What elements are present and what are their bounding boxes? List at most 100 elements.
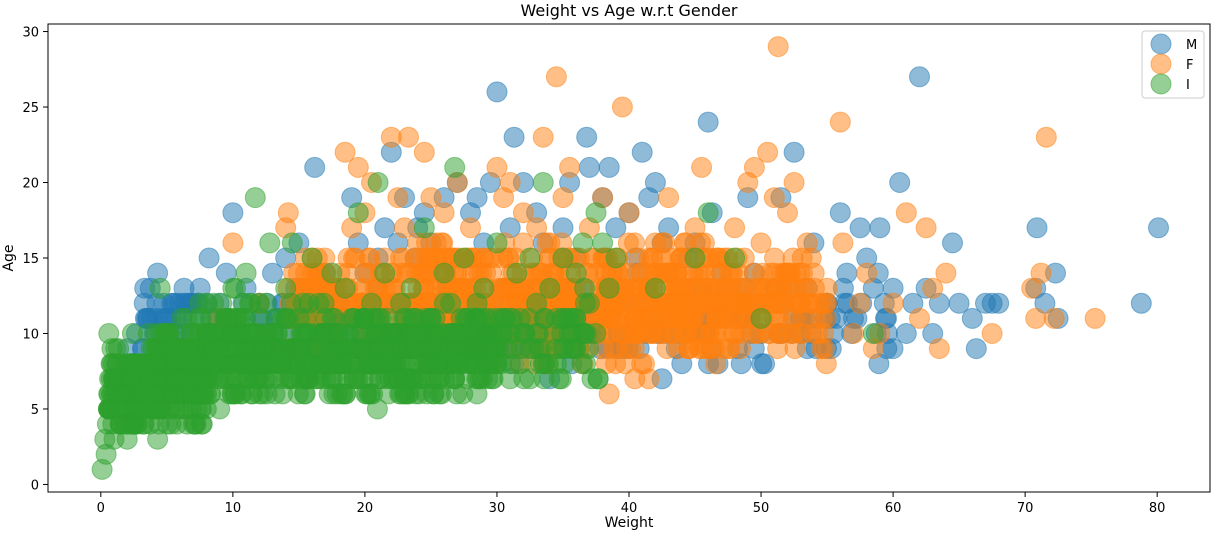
x-tick-label: 50 — [753, 501, 770, 516]
point-I — [427, 353, 448, 375]
point-F — [767, 36, 789, 58]
point-M — [598, 156, 620, 178]
point-F — [486, 156, 508, 178]
point-I — [644, 277, 666, 299]
point-M — [173, 277, 195, 299]
point-F — [915, 217, 937, 239]
point-I — [196, 383, 217, 405]
point-M — [466, 187, 488, 209]
point-I — [684, 247, 706, 269]
point-I — [248, 292, 270, 314]
point-I — [153, 383, 175, 405]
point-F — [784, 338, 806, 360]
point-F — [816, 277, 838, 299]
point-F — [287, 262, 309, 284]
point-I — [724, 247, 746, 269]
point-I — [380, 323, 402, 344]
point-M — [942, 232, 963, 254]
x-tick-label: 20 — [357, 501, 374, 516]
point-F — [277, 202, 299, 224]
point-M — [849, 217, 871, 239]
point-I — [573, 323, 595, 344]
point-I — [367, 172, 389, 193]
point-I — [354, 353, 376, 375]
point-I — [486, 232, 508, 254]
point-I — [395, 307, 417, 329]
point-M — [576, 126, 598, 148]
point-I — [132, 413, 154, 435]
point-F — [743, 156, 765, 178]
point-I — [531, 338, 552, 360]
point-M — [961, 307, 983, 329]
point-I — [361, 292, 382, 314]
point-M — [1148, 217, 1169, 239]
point-F — [856, 262, 878, 284]
point-I — [239, 353, 261, 375]
point-F — [638, 368, 660, 390]
legend-label-M: M — [1186, 38, 1197, 53]
point-I — [334, 277, 356, 299]
point-I — [499, 307, 521, 329]
point-M — [1034, 292, 1056, 314]
y-axis: 0 5 10 15 20 25 30 — [22, 26, 48, 493]
point-I — [479, 353, 501, 375]
x-axis-label: Weight — [605, 515, 654, 531]
point-F — [532, 126, 554, 148]
x-tick-label: 40 — [621, 501, 638, 516]
point-I — [341, 307, 363, 329]
point-I — [862, 323, 884, 344]
point-I — [605, 247, 627, 269]
point-F — [691, 156, 713, 178]
point-M — [644, 172, 666, 193]
point-F — [1021, 277, 1043, 299]
point-I — [162, 338, 184, 360]
point-I — [183, 413, 205, 435]
chart-title: Weight vs Age w.r.t Gender — [521, 1, 738, 20]
point-I — [244, 187, 266, 209]
point-M — [869, 217, 891, 239]
point-M — [895, 323, 917, 344]
point-I — [328, 323, 349, 344]
point-F — [928, 338, 950, 360]
point-I — [506, 262, 528, 284]
point-F — [909, 307, 930, 329]
point-I — [394, 383, 415, 405]
point-F — [644, 232, 666, 254]
point-F — [222, 232, 244, 254]
x-tick-label: 60 — [885, 501, 902, 516]
point-I — [308, 292, 330, 314]
y-tick-label: 5 — [31, 403, 39, 418]
point-F — [810, 338, 832, 360]
point-I — [275, 277, 297, 299]
point-I — [288, 307, 310, 329]
y-tick-label: 20 — [22, 177, 39, 192]
point-F — [347, 156, 369, 178]
point-M — [783, 141, 805, 163]
point-F — [981, 323, 1003, 344]
point-M — [486, 81, 508, 103]
point-I — [160, 413, 182, 435]
point-F — [849, 292, 871, 314]
point-F — [344, 247, 366, 269]
point-F — [658, 187, 680, 209]
point-I — [262, 323, 283, 344]
point-F — [618, 202, 640, 224]
point-F — [1035, 126, 1057, 148]
point-I — [116, 428, 138, 450]
point-I — [467, 368, 489, 390]
point-I — [578, 292, 600, 314]
point-F — [832, 232, 854, 254]
point-F — [398, 126, 419, 148]
point-M — [503, 126, 525, 148]
point-I — [301, 247, 323, 269]
point-I — [750, 307, 772, 329]
point-I — [176, 307, 198, 329]
point-F — [750, 232, 772, 254]
point-F — [697, 277, 719, 299]
y-axis-label: Age — [1, 244, 17, 271]
point-M — [836, 262, 858, 284]
point-M — [262, 262, 283, 284]
point-F — [704, 323, 726, 344]
point-F — [499, 172, 521, 193]
point-I — [149, 277, 171, 299]
